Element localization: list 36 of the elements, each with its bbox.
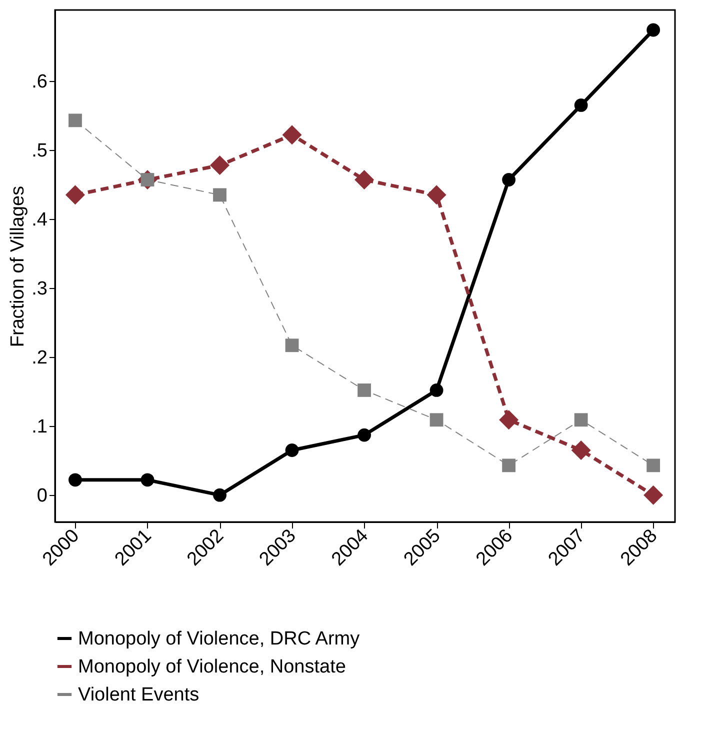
point	[502, 458, 516, 472]
point	[213, 188, 226, 202]
point	[140, 473, 154, 487]
point	[574, 413, 588, 427]
point	[285, 444, 299, 457]
legend-label: Violent Events	[78, 684, 200, 706]
point	[213, 488, 226, 502]
point	[499, 410, 519, 430]
legend-label: Monopoly of Violence, DRC Army	[78, 628, 360, 650]
point	[571, 440, 591, 460]
legend-label: Monopoly of Violence, Nonstate	[78, 656, 346, 678]
y-tick-label: .1	[32, 416, 48, 438]
point	[502, 173, 516, 186]
point	[282, 125, 302, 145]
y-tick-label: .6	[32, 72, 48, 93]
point	[68, 114, 82, 128]
y-tick-label: .4	[32, 210, 48, 231]
y-tick-label: .3	[32, 278, 48, 300]
point	[65, 185, 85, 205]
y-axis-title: Fraction of Villages	[8, 186, 29, 348]
point	[646, 23, 660, 37]
point	[285, 338, 299, 352]
point	[358, 383, 371, 397]
point	[644, 485, 664, 505]
point	[646, 458, 660, 472]
point	[430, 384, 444, 397]
point	[358, 428, 371, 442]
point	[68, 473, 82, 487]
point	[574, 98, 588, 112]
y-tick-label: .2	[32, 348, 48, 369]
y-tick-label: .5	[32, 140, 48, 162]
y-tick-label: 0	[36, 486, 48, 507]
point	[354, 170, 374, 190]
point	[430, 413, 444, 427]
point	[426, 185, 446, 205]
point	[210, 156, 230, 176]
